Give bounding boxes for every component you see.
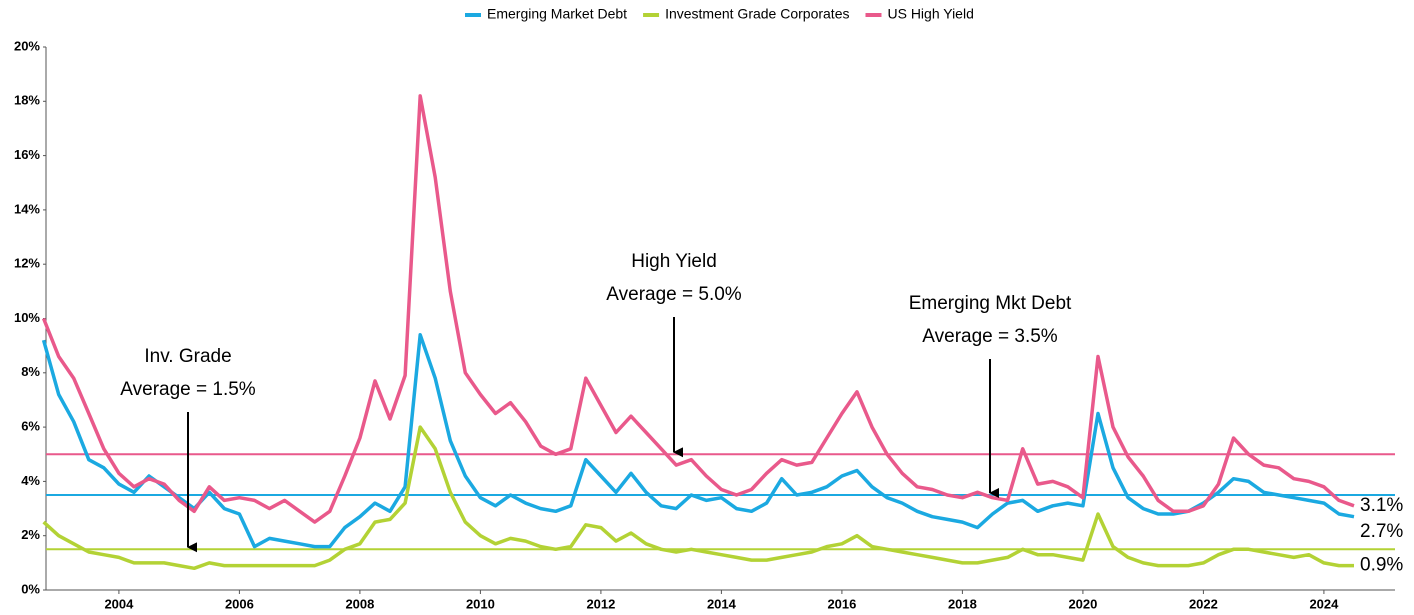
- y-tick-label: 2%: [21, 527, 40, 542]
- y-tick-label: 0%: [21, 581, 40, 596]
- legend-label: Emerging Market Debt: [487, 6, 627, 22]
- x-tick-label: 2012: [586, 596, 615, 611]
- x-tick-label: 2018: [948, 596, 977, 611]
- annotation-text: Average = 1.5%: [120, 379, 255, 400]
- y-tick-label: 6%: [21, 419, 40, 434]
- x-tick-label: 2008: [345, 596, 374, 611]
- x-tick-label: 2020: [1068, 596, 1097, 611]
- x-tick-label: 2016: [827, 596, 856, 611]
- end-label: 2.7%: [1360, 521, 1403, 542]
- annotation-text: Average = 5.0%: [606, 284, 741, 305]
- series-line: [41, 94, 1355, 524]
- x-tick-label: 2022: [1189, 596, 1218, 611]
- y-tick-label: 8%: [21, 364, 40, 379]
- x-tick-label: 2024: [1309, 596, 1339, 611]
- y-tick-label: 20%: [14, 38, 40, 53]
- y-tick-label: 14%: [14, 201, 40, 216]
- x-tick-label: 2006: [225, 596, 254, 611]
- legend-label: Investment Grade Corporates: [665, 6, 849, 22]
- annotation-text: Inv. Grade: [144, 346, 231, 367]
- annotation-text: Emerging Mkt Debt: [909, 293, 1072, 314]
- annotation-text: Average = 3.5%: [922, 326, 1057, 347]
- legend-label: US High Yield: [887, 6, 973, 22]
- y-tick-label: 4%: [21, 473, 40, 488]
- x-tick-label: 2004: [104, 596, 134, 611]
- x-tick-label: 2014: [707, 596, 737, 611]
- y-tick-label: 18%: [14, 93, 40, 108]
- y-tick-label: 12%: [14, 256, 40, 271]
- end-label: 3.1%: [1360, 495, 1403, 516]
- y-tick-label: 10%: [14, 310, 40, 325]
- x-tick-label: 2010: [466, 596, 495, 611]
- series-line: [41, 333, 1355, 549]
- y-tick-label: 16%: [14, 147, 40, 162]
- end-label: 0.9%: [1360, 555, 1403, 576]
- series-line: [42, 425, 1354, 571]
- annotation-text: High Yield: [631, 251, 717, 272]
